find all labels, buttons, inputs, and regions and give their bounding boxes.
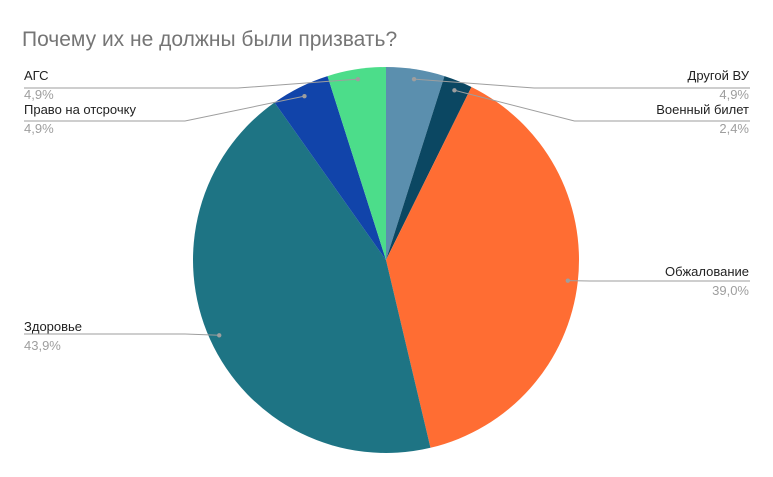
slice-1 (386, 76, 472, 261)
slice-4 (274, 76, 386, 261)
slice-3 (193, 102, 431, 453)
leader-dot (302, 93, 307, 99)
leader-dot (355, 76, 361, 82)
slice-value-label: 43,9% (24, 338, 61, 353)
slice-label: Военный билет (656, 102, 749, 117)
chart-title: Почему их не должны были призвать? (22, 28, 397, 51)
slice-5 (327, 67, 386, 260)
slice-2 (386, 86, 579, 448)
slice-label: Право на отсрочку (24, 102, 136, 117)
leader-dot (411, 76, 417, 82)
slice-label: Здоровье (24, 319, 82, 334)
slice-value-label: 4,9% (719, 87, 749, 102)
leader-dot (565, 278, 571, 283)
leader-line (24, 333, 220, 336)
slice-value-label: 4,9% (24, 87, 54, 102)
pie-slices (193, 67, 579, 453)
leader-line (454, 89, 750, 122)
slice-label: АГС (24, 68, 49, 83)
slice-0 (386, 67, 445, 260)
leader-dot (452, 88, 457, 93)
slice-value-label: 39,0% (712, 283, 749, 298)
pie-labels: Другой ВУ4,9%Военный билет2,4%Обжаловани… (24, 68, 750, 353)
leader-dot (217, 333, 222, 338)
leader-line (414, 78, 750, 89)
slice-label: Обжалование (665, 264, 749, 279)
leader-line (24, 95, 305, 122)
slice-value-label: 4,9% (24, 121, 54, 136)
slice-label: Другой ВУ (688, 68, 750, 83)
leader-line (24, 78, 358, 89)
slice-value-label: 2,4% (719, 121, 749, 136)
